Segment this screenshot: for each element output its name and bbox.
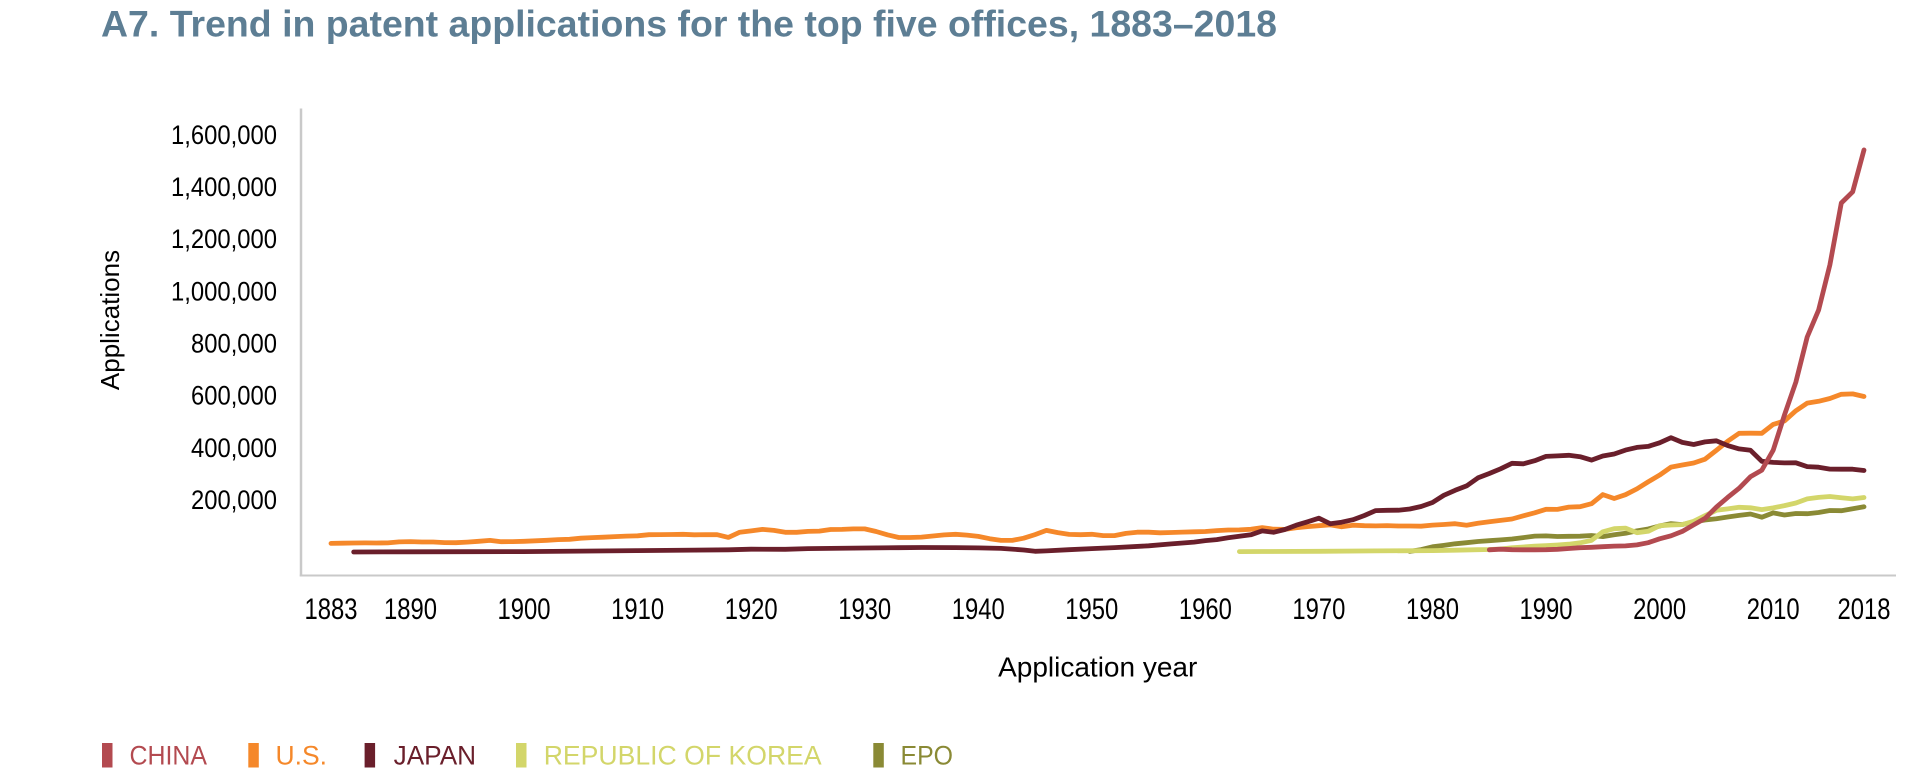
svg-text:1950: 1950 (1065, 593, 1118, 626)
svg-text:CHINA: CHINA (130, 741, 208, 771)
svg-text:400,000: 400,000 (191, 433, 277, 463)
svg-text:800,000: 800,000 (191, 329, 277, 359)
svg-text:2018: 2018 (1838, 593, 1891, 626)
svg-text:1890: 1890 (384, 593, 437, 626)
svg-text:200,000: 200,000 (191, 485, 277, 515)
svg-text:1900: 1900 (498, 593, 551, 626)
svg-text:1883: 1883 (305, 593, 358, 626)
svg-text:A7. Trend in patent applicatio: A7. Trend in patent applications for the… (101, 4, 1277, 45)
svg-text:1990: 1990 (1520, 593, 1573, 626)
svg-text:1910: 1910 (611, 593, 664, 626)
svg-text:1940: 1940 (952, 593, 1005, 626)
svg-text:U.S.: U.S. (276, 741, 328, 771)
svg-text:1960: 1960 (1179, 593, 1232, 626)
svg-text:Applications: Applications (95, 250, 125, 390)
svg-text:1920: 1920 (725, 593, 778, 626)
svg-text:1930: 1930 (838, 593, 891, 626)
svg-text:EPO: EPO (901, 741, 954, 771)
svg-text:JAPAN: JAPAN (394, 741, 477, 771)
svg-text:1,600,000: 1,600,000 (171, 120, 277, 150)
svg-text:1970: 1970 (1292, 593, 1345, 626)
svg-text:2010: 2010 (1747, 593, 1800, 626)
svg-text:Application year: Application year (998, 652, 1197, 683)
svg-text:1980: 1980 (1406, 593, 1459, 626)
svg-text:1,400,000: 1,400,000 (171, 172, 277, 202)
svg-text:600,000: 600,000 (191, 381, 277, 411)
svg-text:2000: 2000 (1633, 593, 1686, 626)
svg-text:1,200,000: 1,200,000 (171, 224, 277, 254)
svg-text:REPUBLIC OF KOREA: REPUBLIC OF KOREA (544, 741, 822, 771)
svg-text:1,000,000: 1,000,000 (171, 276, 277, 306)
